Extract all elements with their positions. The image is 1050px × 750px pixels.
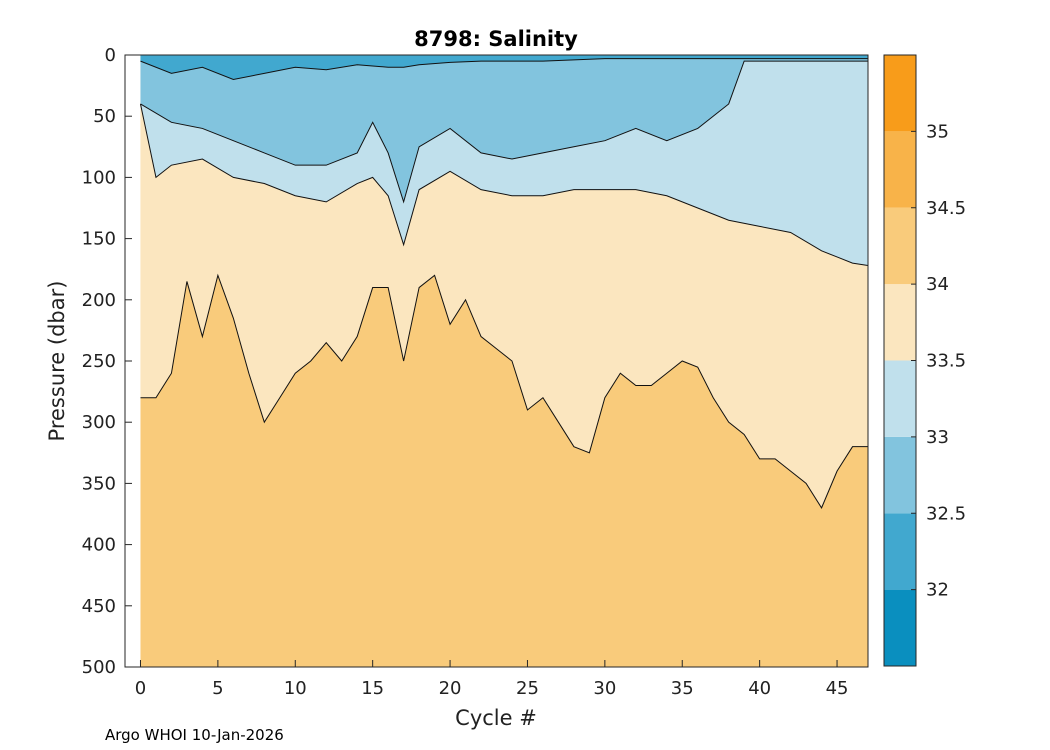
contour-line-34 [140, 273, 868, 509]
contour-line-33.5 [139, 103, 869, 267]
y-tick-label: 100 [82, 167, 116, 188]
colorbar: 32 32.5 33 33.5 34 34.5 35 [883, 54, 966, 667]
x-tick-label: 40 [748, 678, 771, 699]
contour-fills [140, 55, 868, 667]
colorbar-tick-label: 34 [926, 274, 949, 295]
x-axis: 0 5 10 15 20 25 30 35 40 45 [135, 660, 849, 699]
x-axis-label: Cycle # [455, 706, 537, 730]
colorbar-segment [884, 589, 916, 666]
y-tick-label: 300 [82, 412, 116, 433]
colorbar-segment [884, 131, 916, 208]
colorbar-segment [884, 284, 916, 361]
y-tick-label: 200 [82, 290, 116, 311]
colorbar-segment [884, 513, 916, 590]
x-tick-label: 30 [593, 678, 616, 699]
x-tick-label: 25 [516, 678, 539, 699]
colorbar-tick-label: 32 [926, 580, 949, 601]
colorbar-tick-label: 35 [926, 121, 949, 142]
footer-text: Argo WHOI 10-Jan-2026 [105, 726, 284, 744]
y-tick-label: 400 [82, 535, 116, 556]
x-tick-label: 45 [826, 678, 849, 699]
colorbar-tick-label: 34.5 [926, 198, 966, 219]
contour-line-33 [140, 60, 868, 204]
y-tick-label: 150 [82, 229, 116, 250]
x-tick-label: 10 [284, 678, 307, 699]
y-tick-label: 450 [82, 596, 116, 617]
contour-lines [139, 58, 869, 509]
x-tick-label: 0 [135, 678, 146, 699]
y-tick-label: 50 [93, 106, 116, 127]
x-tick-label: 35 [671, 678, 694, 699]
y-tick-label: 0 [105, 45, 116, 66]
contour-band-above-32.5 [140, 55, 868, 80]
x-tick-label: 5 [212, 678, 223, 699]
colorbar-segment [884, 436, 916, 514]
contour-line-32.5 [140, 58, 868, 80]
y-axis: 0 50 100 150 200 250 300 350 400 450 500 [82, 45, 132, 678]
plot-area [124, 54, 869, 668]
colorbar-segment [884, 55, 916, 132]
colorbar-segment [884, 360, 916, 437]
y-tick-label: 250 [82, 351, 116, 372]
x-tick-label: 15 [361, 678, 384, 699]
colorbar-tick-label: 32.5 [926, 503, 966, 524]
y-axis-label: Pressure (dbar) [45, 281, 69, 442]
y-tick-label: 350 [82, 473, 116, 494]
colorbar-tick-label: 33 [926, 427, 949, 448]
y-tick-label: 500 [82, 657, 116, 678]
chart-title: 8798: Salinity [414, 27, 578, 51]
x-tick-label: 20 [439, 678, 462, 699]
colorbar-tick-label: 33.5 [926, 351, 966, 372]
colorbar-segment [884, 207, 916, 285]
